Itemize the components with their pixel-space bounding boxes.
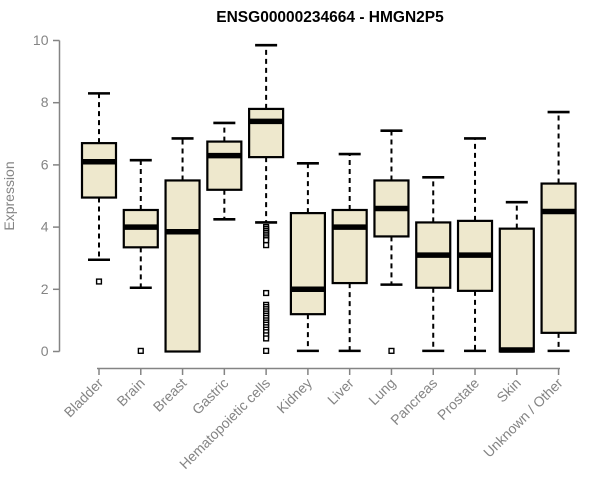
outlier-point-hematopoietic-cells [263,289,270,297]
x-category-label-prostate: Prostate [434,375,482,423]
x-category-label-breast: Breast [150,375,190,415]
boxplot-group-prostate [456,137,494,353]
x-category-label-kidney: Kidney [273,375,315,417]
x-category-label-bladder: Bladder [61,375,107,421]
boxplot-group-lung [373,129,410,354]
box-breast [164,179,201,353]
outlier-point-hematopoietic-cells [263,347,270,354]
outlier-point-hematopoietic-cells [263,237,270,244]
y-tick-label: 6 [41,156,49,172]
y-tick-label: 8 [41,94,49,110]
boxes-layer [80,43,577,354]
x-category-label-liver: Liver [324,375,357,408]
chart-title: ENSG00000234664 - HMGN2P5 [216,9,444,26]
boxplot-group-unknown-other [540,110,577,353]
boxplot-group-hematopoietic-cells [248,43,285,354]
boxplot-group-kidney [289,162,326,353]
boxplot-group-bladder [80,92,118,285]
boxplot-group-brain [122,158,159,354]
box-bladder [80,142,118,199]
boxplot-group-liver [331,152,368,353]
outlier-point-bladder [95,278,103,285]
box-liver [331,208,368,285]
boxplot-group-gastric [206,121,243,221]
y-tick-label: 2 [41,281,49,297]
boxplot-group-skin [498,200,535,353]
y-tick-label: 10 [33,32,49,48]
x-category-label-unknown-other: Unknown / Other [480,375,566,461]
box-gastric [206,140,243,191]
box-hematopoietic-cells [248,107,285,159]
boxplot-group-pancreas [415,176,452,353]
box-unknown-other [540,182,577,334]
y-tick-label: 0 [41,343,49,359]
x-category-label-brain: Brain [113,375,147,409]
y-axis-title: Expression [1,161,17,230]
boxplot-group-breast [164,137,201,353]
box-skin [498,227,535,353]
box-kidney [289,212,326,316]
outlier-point-brain [137,347,144,354]
x-category-label-skin: Skin [493,375,524,406]
y-tick-label: 4 [41,219,49,235]
outlier-point-hematopoietic-cells [263,335,270,342]
outlier-point-lung [388,347,395,354]
outlier-point-hematopoietic-cells [263,242,270,249]
x-category-label-lung: Lung [365,375,398,408]
